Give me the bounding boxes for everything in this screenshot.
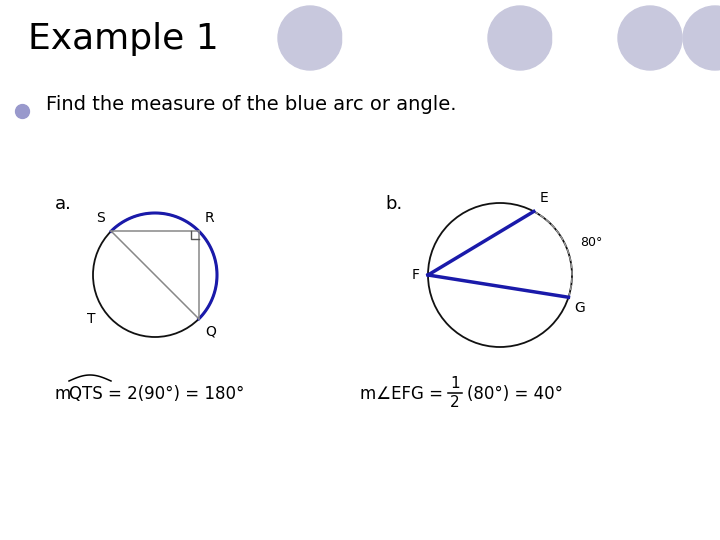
Circle shape xyxy=(553,6,617,70)
Circle shape xyxy=(278,6,342,70)
Circle shape xyxy=(488,6,552,70)
Text: QTS = 2(90°) = 180°: QTS = 2(90°) = 180° xyxy=(69,385,244,403)
Circle shape xyxy=(683,6,720,70)
Text: 80°: 80° xyxy=(580,237,602,249)
Text: Q: Q xyxy=(205,325,216,339)
Text: Example 1: Example 1 xyxy=(28,22,219,56)
Text: m∠EFG =: m∠EFG = xyxy=(360,385,449,403)
Text: G: G xyxy=(575,301,585,315)
Text: 2: 2 xyxy=(450,395,460,410)
Text: b.: b. xyxy=(385,195,402,213)
Text: T: T xyxy=(87,312,95,326)
Circle shape xyxy=(343,6,407,70)
Text: S: S xyxy=(96,211,105,225)
Text: R: R xyxy=(205,211,215,225)
Text: F: F xyxy=(412,268,420,282)
Circle shape xyxy=(618,6,682,70)
Text: a.: a. xyxy=(55,195,72,213)
Text: 1: 1 xyxy=(450,376,460,391)
Text: Find the measure of the blue arc or angle.: Find the measure of the blue arc or angl… xyxy=(46,96,456,114)
Text: E: E xyxy=(540,191,549,205)
Text: (80°) = 40°: (80°) = 40° xyxy=(467,385,563,403)
Text: m: m xyxy=(55,385,71,403)
